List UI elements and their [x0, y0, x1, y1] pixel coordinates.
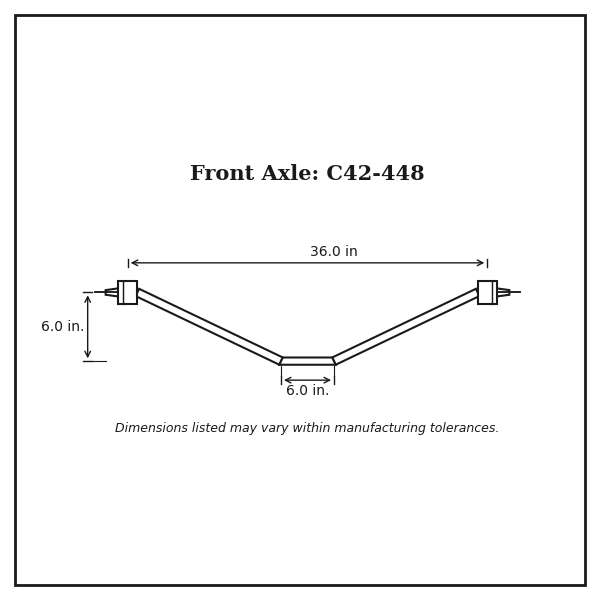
Text: 6.0 in.: 6.0 in. — [286, 385, 329, 398]
Polygon shape — [136, 289, 283, 365]
Polygon shape — [280, 358, 335, 365]
Polygon shape — [497, 289, 509, 296]
Bar — [118, 281, 137, 304]
Polygon shape — [332, 289, 479, 365]
Text: 6.0 in.: 6.0 in. — [41, 320, 85, 334]
Bar — [478, 281, 497, 304]
Text: Dimensions listed may vary within manufacturing tolerances.: Dimensions listed may vary within manufa… — [115, 422, 500, 435]
Text: Front Axle: C42-448: Front Axle: C42-448 — [190, 163, 425, 184]
Polygon shape — [106, 289, 118, 296]
Text: 36.0 in: 36.0 in — [310, 245, 358, 259]
